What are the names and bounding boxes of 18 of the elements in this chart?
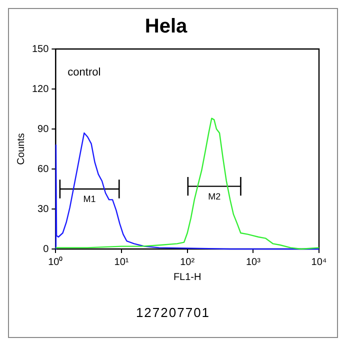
x-tick-label: 10¹ (114, 256, 130, 268)
y-tick-label: 60 (38, 164, 50, 175)
x-tick-label: 10² (180, 256, 196, 268)
y-tick-label: 120 (32, 84, 50, 95)
series-label: M2 (208, 191, 221, 202)
y-tick-label: 0 (43, 244, 50, 255)
annotation: control (68, 66, 101, 79)
y-tick-label: 150 (32, 44, 50, 55)
x-tick-label: 10⁰ (48, 256, 64, 268)
text: 127207701 (134, 305, 212, 320)
series-label: M1 (83, 194, 96, 204)
y-tick-label: 90 (38, 124, 50, 135)
x-tick-label: 10³ (246, 256, 262, 268)
x-axis-title: FL1-H (173, 272, 202, 283)
chart-title: Hela (144, 16, 188, 38)
y-tick-label: 30 (38, 204, 50, 215)
y-axis-title: Counts (16, 133, 27, 165)
x-tick-label: 10⁴ (311, 256, 327, 268)
